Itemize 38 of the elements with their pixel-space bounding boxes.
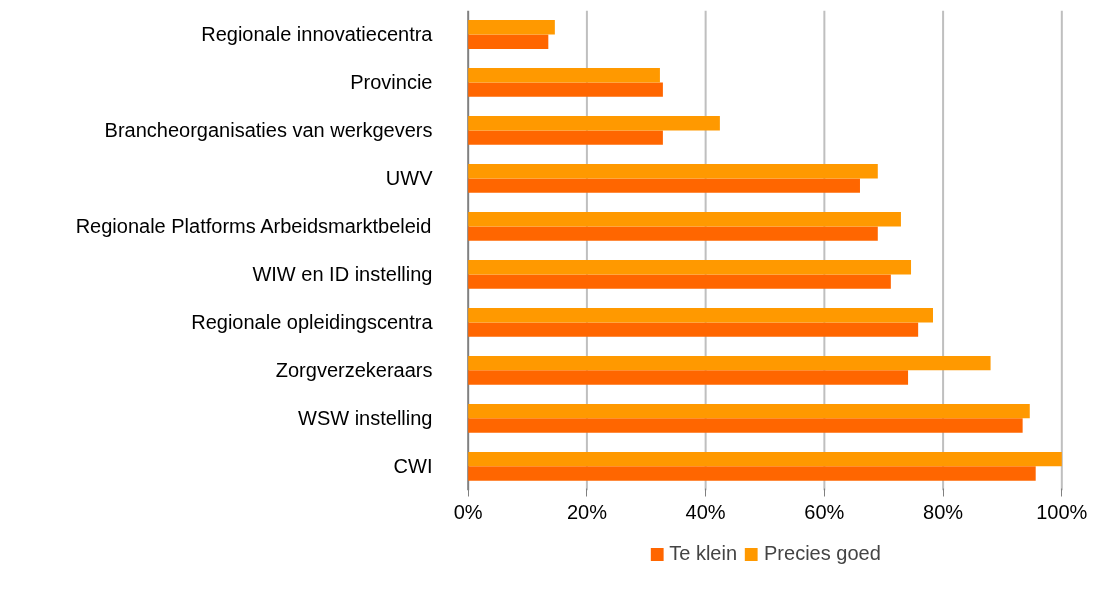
- bar: [468, 466, 1036, 481]
- bar: [468, 322, 919, 337]
- y-tick-label: Zorgverzekeraars: [275, 359, 433, 382]
- bar: [468, 130, 663, 145]
- y-tick-label: Regionale opleidingscentra: [191, 311, 434, 334]
- bar: [468, 451, 1062, 467]
- x-tick-label: 100%: [1036, 501, 1088, 524]
- x-tick-label: 80%: [923, 501, 964, 524]
- bar: [468, 212, 901, 227]
- x-tick-label: 40%: [685, 501, 726, 524]
- bar: [468, 82, 663, 97]
- y-tick-label: Brancheorganisaties van werkgevers: [104, 119, 433, 142]
- legend-label: Precies goed: [764, 542, 881, 565]
- bar: [468, 418, 1023, 433]
- y-tick-label: UWV: [385, 167, 434, 190]
- bar: [468, 355, 991, 371]
- y-tick-label: CWI: [393, 455, 433, 478]
- bar: [468, 68, 660, 83]
- bar: [468, 20, 555, 35]
- bar: [468, 307, 933, 323]
- bar: [468, 178, 860, 193]
- y-tick-label: WSW instelling: [298, 407, 433, 430]
- y-tick-label: WIW en ID instelling: [252, 263, 433, 286]
- y-tick-label: Regionale innovatiecentra: [201, 23, 434, 46]
- bar: [468, 164, 878, 179]
- x-tick-label: 0%: [453, 501, 483, 524]
- bar: [468, 274, 891, 289]
- y-tick-label: Regionale Platforms Arbeidsmarktbeleid: [75, 215, 432, 238]
- bar: [468, 116, 720, 131]
- bar: [468, 370, 909, 385]
- x-tick-label: 20%: [566, 501, 608, 524]
- bar: [468, 260, 912, 275]
- legend-label: Te klein: [669, 542, 738, 565]
- bar: [468, 226, 878, 241]
- bar: [468, 34, 549, 49]
- bar: [468, 403, 1030, 419]
- x-tick-label: 60%: [804, 501, 845, 524]
- y-tick-label: Provincie: [350, 71, 433, 94]
